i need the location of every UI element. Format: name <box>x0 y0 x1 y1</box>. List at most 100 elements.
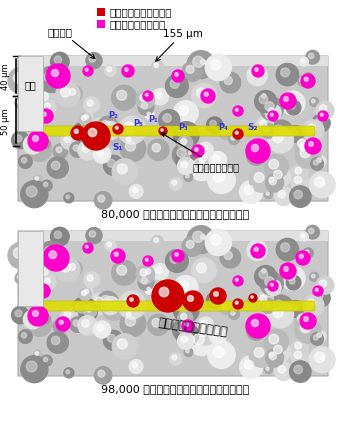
Circle shape <box>138 100 154 116</box>
Circle shape <box>192 84 216 108</box>
Text: 155 μm: 155 μm <box>156 29 203 62</box>
Circle shape <box>209 152 226 170</box>
Circle shape <box>19 330 32 344</box>
Circle shape <box>21 356 48 383</box>
Circle shape <box>287 126 304 143</box>
Circle shape <box>294 191 302 199</box>
Circle shape <box>129 302 135 308</box>
Circle shape <box>213 347 224 357</box>
Circle shape <box>273 133 283 143</box>
Circle shape <box>306 306 310 309</box>
Circle shape <box>316 118 323 125</box>
Text: 破壊につながったポア: 破壊につながったポア <box>110 7 173 17</box>
Circle shape <box>47 158 68 179</box>
Circle shape <box>251 70 259 78</box>
Circle shape <box>187 324 195 333</box>
Circle shape <box>169 178 182 190</box>
Circle shape <box>86 132 91 138</box>
Circle shape <box>28 306 48 326</box>
Circle shape <box>27 71 32 76</box>
Circle shape <box>252 66 264 78</box>
Circle shape <box>102 297 120 315</box>
Circle shape <box>27 138 51 162</box>
Circle shape <box>188 152 192 155</box>
Circle shape <box>305 76 309 80</box>
Circle shape <box>126 312 131 317</box>
Circle shape <box>107 242 112 247</box>
Circle shape <box>74 130 78 134</box>
Circle shape <box>266 175 284 193</box>
Circle shape <box>303 121 324 142</box>
Circle shape <box>88 129 97 137</box>
Circle shape <box>321 182 324 186</box>
Circle shape <box>251 145 259 152</box>
Circle shape <box>84 290 89 294</box>
Circle shape <box>201 60 205 65</box>
Circle shape <box>71 297 97 324</box>
Circle shape <box>286 271 295 281</box>
Circle shape <box>206 118 223 134</box>
Circle shape <box>240 181 262 204</box>
Circle shape <box>155 92 162 99</box>
Circle shape <box>303 317 308 322</box>
Circle shape <box>43 357 48 362</box>
Circle shape <box>274 187 293 206</box>
Circle shape <box>64 193 74 203</box>
Circle shape <box>305 250 309 254</box>
Circle shape <box>126 125 141 140</box>
Circle shape <box>265 280 281 296</box>
Circle shape <box>306 226 320 239</box>
Circle shape <box>307 125 315 133</box>
Circle shape <box>69 89 76 96</box>
Circle shape <box>312 115 330 132</box>
Circle shape <box>46 65 70 89</box>
Circle shape <box>199 153 207 162</box>
Circle shape <box>295 343 302 349</box>
Circle shape <box>145 95 151 100</box>
Circle shape <box>268 112 278 122</box>
Text: 疲労き裂（黄色）: 疲労き裂（黄色） <box>161 134 240 172</box>
Circle shape <box>152 319 161 327</box>
Circle shape <box>181 314 187 320</box>
Circle shape <box>306 51 320 65</box>
Circle shape <box>41 181 52 192</box>
Circle shape <box>159 285 180 306</box>
Circle shape <box>177 323 186 333</box>
Circle shape <box>182 62 202 82</box>
Circle shape <box>27 312 51 337</box>
Circle shape <box>294 177 302 184</box>
Circle shape <box>56 147 62 153</box>
Circle shape <box>229 135 239 145</box>
Circle shape <box>12 307 29 324</box>
Circle shape <box>269 334 279 344</box>
Circle shape <box>69 264 76 271</box>
Circle shape <box>51 337 60 345</box>
Circle shape <box>170 80 179 89</box>
Circle shape <box>136 266 155 284</box>
Circle shape <box>82 320 90 328</box>
Circle shape <box>303 248 313 258</box>
Circle shape <box>209 327 226 344</box>
Circle shape <box>231 311 235 315</box>
Circle shape <box>213 172 224 183</box>
Circle shape <box>181 336 188 343</box>
Circle shape <box>44 72 55 83</box>
Circle shape <box>86 53 102 69</box>
Circle shape <box>124 310 136 322</box>
Circle shape <box>114 253 118 257</box>
Circle shape <box>281 243 290 252</box>
Circle shape <box>154 238 159 243</box>
Circle shape <box>268 128 293 153</box>
Circle shape <box>178 333 194 349</box>
Circle shape <box>294 136 315 157</box>
Circle shape <box>118 292 146 320</box>
Circle shape <box>201 320 207 327</box>
Circle shape <box>300 58 308 67</box>
Circle shape <box>66 370 70 374</box>
Circle shape <box>220 73 240 94</box>
Circle shape <box>264 127 270 133</box>
Circle shape <box>319 180 328 189</box>
Circle shape <box>246 140 270 164</box>
Circle shape <box>319 355 328 364</box>
Circle shape <box>212 330 219 337</box>
